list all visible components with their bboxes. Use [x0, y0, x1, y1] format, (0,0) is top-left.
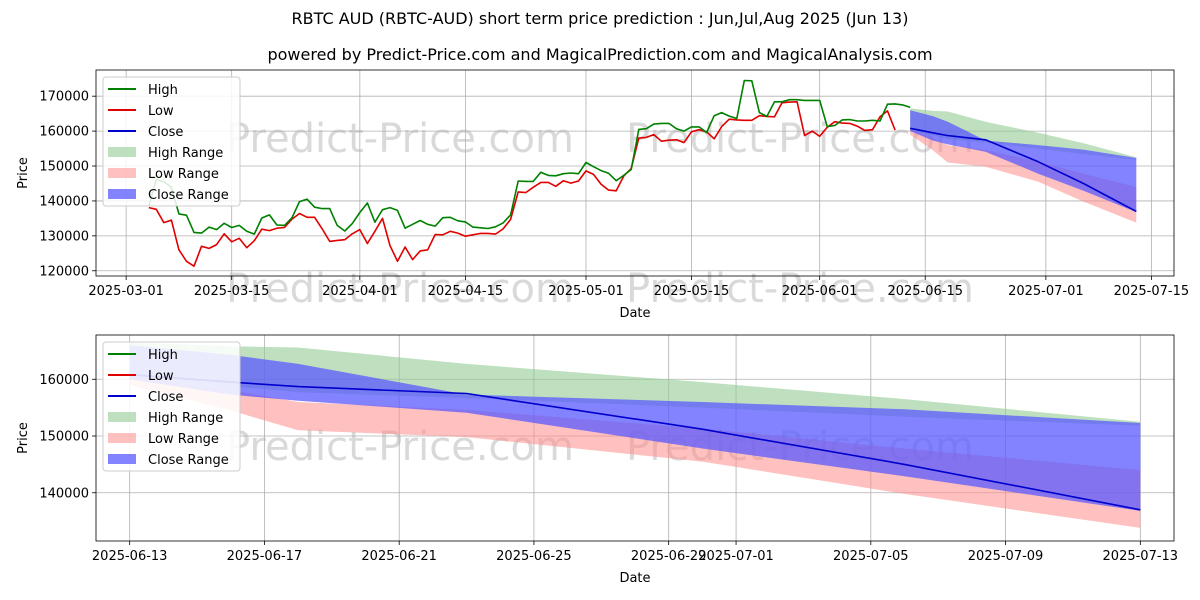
legend-label: Low	[148, 104, 174, 119]
x-tick-label: 2025-06-01	[782, 284, 858, 299]
y-tick-label: 160000	[39, 125, 89, 140]
high-line	[148, 79, 911, 235]
top-x-axis: 2025-03-01 2025-03-15 2025-04-01 2025-04-15…	[88, 276, 1189, 299]
legend-label: High Range	[148, 146, 223, 161]
legend-label: High Range	[148, 411, 223, 426]
high-range-band	[129, 342, 1141, 426]
y-tick-label: 120000	[39, 264, 89, 279]
y-tick-label: 170000	[39, 90, 89, 105]
top-lines	[148, 79, 1137, 268]
legend-label: High	[148, 348, 178, 363]
low-range-band	[129, 376, 1141, 528]
top-x-axis-label: Date	[619, 306, 650, 321]
legend-swatch-patch	[108, 168, 136, 178]
y-tick-label: 150000	[39, 160, 89, 175]
watermark-text: Predict-Price.com	[226, 266, 574, 312]
legend-box	[102, 76, 241, 207]
high-range-band	[910, 108, 1137, 160]
top-panel: Predict-Price.com Predict-Price.com Pred…	[16, 69, 1189, 321]
legend-label: Close	[148, 390, 183, 405]
bottom-y-axis-label: Price	[16, 422, 31, 454]
bottom-legend: High Low Close High Range Low Range Close Ran…	[102, 341, 241, 472]
y-tick-label: 140000	[39, 486, 89, 501]
close-range-band	[129, 345, 1141, 511]
x-tick-label: 2025-06-15	[887, 284, 963, 299]
legend-label: Close Range	[148, 188, 229, 203]
x-tick-label: 2025-07-05	[833, 549, 909, 564]
top-y-axis: 120000 130000 140000 150000 160000 170000	[39, 90, 96, 279]
bottom-plot-frame	[95, 334, 1175, 542]
x-tick-label: 2025-06-21	[361, 549, 437, 564]
legend-swatch-patch	[108, 433, 136, 443]
legend-label: High	[148, 83, 178, 98]
y-tick-label: 150000	[39, 430, 89, 445]
x-tick-label: 2025-03-01	[88, 284, 164, 299]
x-tick-label: 2025-07-09	[968, 549, 1044, 564]
x-tick-label: 2025-07-01	[698, 549, 774, 564]
top-watermarks: Predict-Price.com Predict-Price.com Pred…	[226, 116, 974, 312]
bottom-x-axis-label: Date	[619, 571, 650, 586]
bottom-ranges	[129, 342, 1141, 528]
x-tick-label: 2025-07-13	[1103, 549, 1179, 564]
x-tick-label: 2025-03-15	[194, 284, 270, 299]
legend-swatch-patch	[108, 189, 136, 199]
legend-label: Low Range	[148, 432, 219, 447]
x-tick-label: 2025-07-15	[1114, 284, 1190, 299]
low-line	[148, 101, 896, 268]
watermark-text: Predict-Price.com	[626, 266, 974, 312]
legend-box	[102, 341, 241, 472]
x-tick-label: 2025-05-01	[548, 284, 624, 299]
chart-title: RBTC AUD (RBTC-AUD) short term price pre…	[291, 9, 909, 28]
y-tick-label: 130000	[39, 229, 89, 244]
y-tick-label: 140000	[39, 194, 89, 209]
close-line	[910, 127, 1137, 213]
legend-label: Close Range	[148, 453, 229, 468]
legend-label: Low Range	[148, 167, 219, 182]
watermark-text: Predict-Price.com	[226, 116, 574, 162]
x-tick-label: 2025-04-15	[428, 284, 504, 299]
top-plot-frame	[95, 69, 1175, 277]
bottom-panel: Predict-Price.com Predict-Price.com 2025…	[16, 334, 1178, 586]
bottom-y-axis: 140000 150000 160000	[39, 373, 96, 501]
x-tick-label: 2025-07-01	[1008, 284, 1084, 299]
y-tick-label: 160000	[39, 373, 89, 388]
top-legend: High Low Close High Range Low Range Close Ran…	[102, 76, 241, 207]
legend-label: Close	[148, 125, 183, 140]
legend-swatch-patch	[108, 412, 136, 422]
x-tick-label: 2025-05-15	[654, 284, 730, 299]
bottom-x-axis: 2025-06-13 2025-06-17 2025-06-21 2025-06-25…	[92, 541, 1178, 564]
legend-swatch-patch	[108, 147, 136, 157]
x-tick-label: 2025-04-01	[322, 284, 398, 299]
top-ranges	[910, 108, 1137, 223]
chart-subtitle: powered by Predict-Price.com and Magical…	[267, 45, 933, 64]
x-tick-label: 2025-06-17	[227, 549, 303, 564]
low-range-band	[910, 129, 1137, 223]
x-tick-label: 2025-06-13	[92, 549, 168, 564]
legend-label: Low	[148, 369, 174, 384]
legend-swatch-patch	[108, 454, 136, 464]
close-range-band	[910, 110, 1137, 213]
x-tick-label: 2025-06-25	[496, 549, 572, 564]
top-y-axis-label: Price	[16, 157, 31, 189]
x-tick-label: 2025-06-29	[631, 549, 707, 564]
